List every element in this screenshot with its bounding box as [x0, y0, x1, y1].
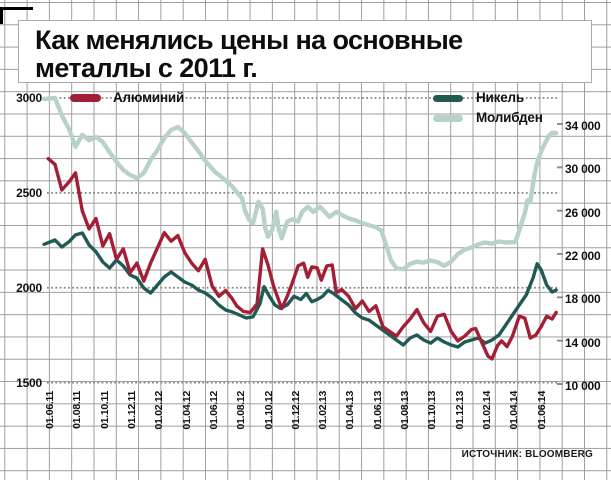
left-axis-tick-label: 2000 — [16, 280, 42, 295]
aluminum-swatch-icon — [70, 94, 101, 102]
x-axis-tick-label: 01.02.14 — [481, 391, 494, 430]
legend-item-aluminum: Алюминий — [70, 90, 190, 106]
right-axis-tick-label: 14 000 — [565, 335, 601, 350]
right-axis-tick-label: 22 000 — [565, 249, 601, 263]
x-axis-tick-label: 01.02.13 — [317, 391, 330, 430]
right-axis-tick-label: 10 000 — [565, 379, 601, 393]
x-axis-tick-label: 01.12.12 — [289, 391, 302, 430]
top-left-corner-mark-vertical — [0, 7, 3, 24]
legend-item-molybdenum: Молибден — [433, 110, 553, 126]
source-label: ИСТОЧНИК: BLOOMBERG — [461, 449, 593, 460]
left-axis-tick-label: 1500 — [16, 375, 42, 390]
legend-label-molybdenum: Молибден — [476, 110, 543, 125]
nickel-swatch-icon — [433, 95, 463, 102]
title-card: Как менялись цены на основные металлы с … — [18, 20, 592, 83]
x-axis-tick-label: 01.08.11 — [71, 391, 84, 429]
right-axis-tick-label: 34 000 — [565, 119, 601, 133]
x-axis-tick-label: 01.12.13 — [453, 391, 466, 430]
x-axis-tick-label: 01.06.11 — [44, 391, 56, 429]
right-axis-tick-label: 26 000 — [565, 205, 601, 220]
molybdenum-swatch-icon — [433, 115, 463, 122]
x-axis-tick-label: 01.04.14 — [508, 391, 521, 430]
x-axis-tick-label: 01.08.13 — [399, 391, 412, 430]
x-axis-tick-label: 01.10.11 — [98, 391, 111, 429]
x-axis-tick-label: 01.06.14 — [535, 391, 548, 430]
legend-item-nickel: Никель — [433, 90, 553, 106]
x-axis-tick-label: 01.02.12 — [153, 391, 166, 430]
x-axis-tick-label: 01.06.13 — [371, 391, 384, 430]
left-axis-tick-label: 2500 — [16, 185, 42, 200]
right-axis-tick-label: 30 000 — [565, 162, 601, 177]
x-axis-tick-label: 01.10.13 — [426, 391, 439, 430]
left-axis-tick-label: 3000 — [16, 91, 42, 105]
right-axis-tick-label: 18 000 — [565, 292, 601, 307]
legend-label-aluminum: Алюминий — [113, 90, 185, 105]
x-axis-tick-label: 01.08.12 — [235, 391, 248, 430]
x-axis-tick-label: 01.12.11 — [125, 391, 138, 429]
x-axis-tick-label: 01.04.12 — [180, 391, 193, 430]
x-axis-tick-label: 01.10.12 — [262, 391, 275, 430]
x-axis-tick-label: 01.04.13 — [344, 391, 357, 430]
page-title: Как менялись цены на основные металлы с … — [35, 25, 463, 84]
legend-label-nickel: Никель — [476, 90, 524, 105]
x-axis-tick-label: 01.06.12 — [207, 391, 220, 430]
top-left-corner-mark — [0, 7, 33, 10]
molybdenum-line — [41, 95, 559, 272]
aluminum-line — [46, 156, 558, 361]
